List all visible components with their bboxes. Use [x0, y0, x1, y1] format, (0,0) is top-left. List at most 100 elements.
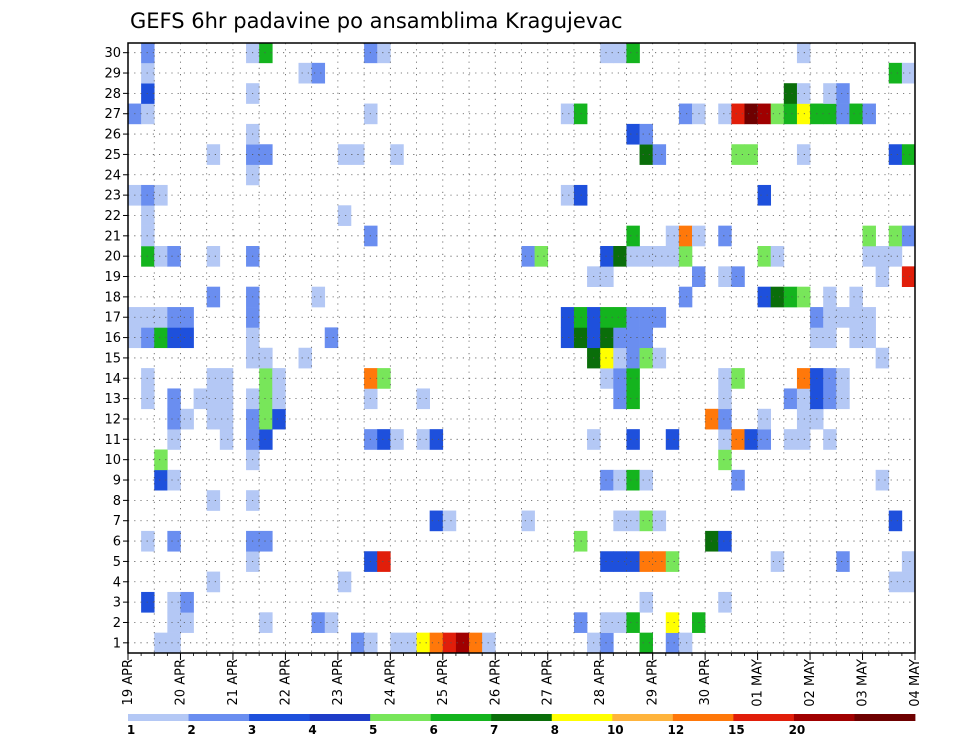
colorbar-swatch — [612, 714, 674, 721]
precip-cell — [836, 551, 850, 572]
precip-cell — [482, 632, 496, 654]
precip-cell — [442, 510, 457, 532]
colorbar-swatch — [430, 714, 492, 721]
precip-cell — [193, 388, 207, 410]
precip-cell — [626, 429, 640, 450]
precip-cell — [298, 62, 312, 84]
precip-cell — [613, 612, 627, 633]
precip-cell — [639, 510, 653, 532]
precip-cell — [626, 510, 640, 532]
colorbar-swatch — [733, 714, 795, 721]
precip-cell — [757, 429, 772, 450]
precip-cell — [206, 368, 221, 389]
y-tick-label: 10 — [104, 453, 121, 468]
precip-cell — [796, 388, 811, 410]
x-tick-label: 04 MAY — [908, 659, 923, 707]
precip-cell — [823, 103, 837, 125]
y-tick-label: 3 — [113, 596, 121, 611]
precip-cell — [600, 43, 614, 64]
precip-cell — [731, 144, 745, 165]
precip-cell — [639, 246, 653, 267]
precip-cell — [862, 327, 876, 349]
precip-cell — [678, 632, 693, 654]
precip-cell — [416, 632, 430, 654]
precip-cell — [560, 327, 575, 349]
y-tick-label: 30 — [104, 46, 121, 61]
precip-cell — [560, 307, 575, 328]
precip-cell — [665, 246, 680, 267]
precip-cell — [744, 103, 758, 125]
precip-cell — [836, 103, 850, 125]
colorbar-label: 6 — [430, 723, 438, 737]
precip-cell — [337, 205, 352, 226]
x-tick-label: 20 APR — [173, 659, 188, 705]
precip-cell — [849, 103, 863, 125]
precip-cell — [626, 388, 640, 410]
precip-cell — [731, 266, 745, 287]
precip-cell — [770, 103, 785, 125]
precip-cell — [259, 368, 273, 389]
x-tick-label: 23 APR — [331, 659, 346, 705]
y-tick-label: 14 — [104, 372, 121, 387]
precip-cell — [141, 368, 155, 389]
precip-cell — [600, 612, 614, 633]
precip-cell — [521, 510, 535, 532]
precip-cell — [901, 551, 916, 572]
precip-cell — [823, 368, 837, 389]
precip-cell — [298, 347, 312, 369]
precip-cell — [849, 327, 863, 349]
precip-cell — [652, 144, 667, 165]
precip-cell — [731, 368, 745, 389]
x-tick-label: 26 APR — [488, 659, 503, 705]
precip-cell — [626, 347, 640, 369]
precip-cell — [626, 368, 640, 389]
y-tick-label: 13 — [104, 392, 121, 407]
precip-cell — [678, 225, 693, 247]
precip-cell — [718, 591, 732, 613]
y-axis: 1234567891011121314151617181920212223242… — [104, 46, 128, 651]
precip-cell — [757, 408, 772, 430]
precip-cell — [718, 530, 732, 552]
precip-cell — [206, 490, 221, 511]
precip-cell — [219, 429, 234, 450]
precip-cell — [639, 144, 653, 165]
precip-cell — [154, 184, 168, 206]
precip-cell — [390, 632, 404, 654]
precip-cell — [180, 591, 194, 613]
y-tick-label: 11 — [104, 433, 121, 448]
precip-cell — [390, 429, 404, 450]
precip-cell — [613, 43, 627, 64]
precip-cell — [639, 469, 653, 491]
y-tick-label: 29 — [104, 67, 121, 82]
precip-cell — [180, 327, 194, 349]
precip-cell — [613, 307, 627, 328]
precip-cell — [652, 347, 667, 369]
precip-cell — [534, 246, 549, 267]
precip-cell — [678, 246, 693, 267]
precip-cell — [875, 246, 890, 267]
precip-cell — [626, 307, 640, 328]
precip-cell — [272, 408, 286, 430]
precip-cell — [796, 286, 811, 308]
x-tick-label: 27 APR — [541, 659, 556, 705]
precip-cell — [272, 368, 286, 389]
precip-cell — [731, 469, 745, 491]
precip-cell — [823, 307, 837, 328]
precip-cell — [639, 591, 653, 613]
precip-cell — [901, 266, 916, 287]
precip-cell — [154, 469, 168, 491]
precip-cell — [206, 286, 221, 308]
colorbar-label: 3 — [248, 723, 256, 737]
precip-cell — [206, 246, 221, 267]
precip-cell — [206, 571, 221, 593]
precip-cell — [626, 43, 640, 64]
precip-cell — [141, 530, 155, 552]
precip-cell — [167, 429, 181, 450]
precip-cell — [901, 62, 916, 84]
x-tick-label: 28 APR — [593, 659, 608, 705]
precip-cell — [796, 103, 811, 125]
precip-cell — [718, 266, 732, 287]
precip-cell — [259, 347, 273, 369]
precip-cell — [718, 225, 732, 247]
x-tick-label: 01 MAY — [751, 659, 766, 707]
